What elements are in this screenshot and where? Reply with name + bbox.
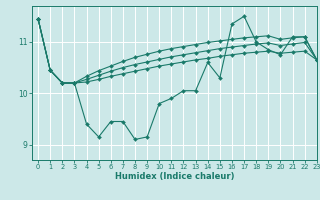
X-axis label: Humidex (Indice chaleur): Humidex (Indice chaleur) [115,172,234,181]
